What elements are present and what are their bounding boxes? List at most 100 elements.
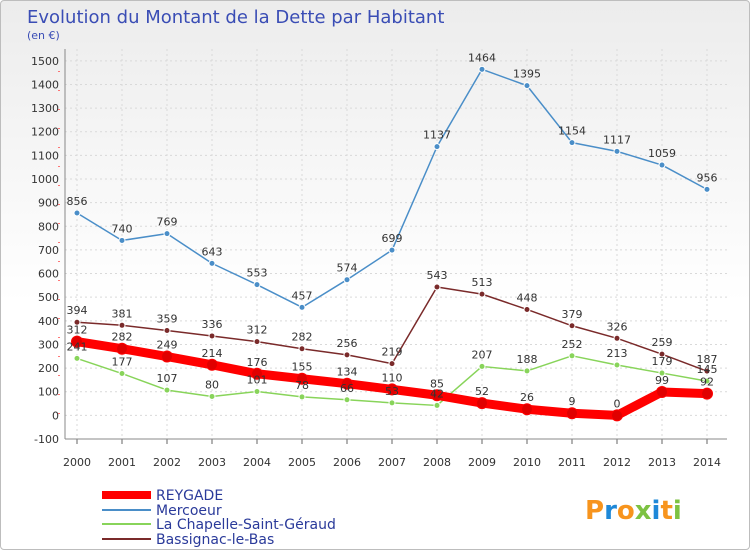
series-point-1 xyxy=(208,259,216,267)
data-label-0: 92 xyxy=(700,376,714,389)
series-point-2 xyxy=(253,387,261,395)
series-point-3 xyxy=(118,321,126,329)
y-tick-label: 900 xyxy=(38,197,59,210)
logo-letter: i xyxy=(652,496,661,526)
logo-letter: t xyxy=(660,496,672,526)
y-tick-label: 1400 xyxy=(31,78,59,91)
data-label-2: 53 xyxy=(385,385,399,398)
series-point-3 xyxy=(253,338,261,346)
data-label-2: 241 xyxy=(67,340,88,353)
x-tick-label: 2002 xyxy=(153,456,181,469)
data-label-3: 259 xyxy=(652,336,673,349)
series-point-1 xyxy=(478,65,486,73)
series-point-1 xyxy=(658,161,666,169)
x-tick-label: 2014 xyxy=(693,456,721,469)
y-tick-label: 400 xyxy=(38,315,59,328)
data-label-0: 99 xyxy=(655,374,669,387)
series-point-3 xyxy=(613,334,621,342)
series-point-3 xyxy=(73,318,81,326)
series-point-0 xyxy=(611,409,623,422)
axes: -100010020030040050060070080090010001100… xyxy=(31,49,727,469)
data-label-2: 188 xyxy=(517,353,538,366)
series-point-1 xyxy=(253,281,261,289)
series-point-1 xyxy=(298,303,306,311)
series-point-3 xyxy=(478,290,486,298)
x-tick-label: 2010 xyxy=(513,456,541,469)
data-label-1: 553 xyxy=(247,267,268,280)
data-label-1: 1395 xyxy=(513,68,541,81)
series-point-0 xyxy=(431,389,443,402)
x-tick-label: 2005 xyxy=(288,456,316,469)
logo-letter: P xyxy=(585,496,604,526)
logo-letter: x xyxy=(635,496,652,526)
series-point-1 xyxy=(73,209,81,217)
series-point-0 xyxy=(296,372,308,385)
series-point-0 xyxy=(341,377,353,390)
data-label-0: 52 xyxy=(475,385,489,398)
series-point-2 xyxy=(523,367,531,375)
data-label-1: 956 xyxy=(697,171,718,184)
y-tick-label: -100 xyxy=(34,433,59,446)
data-label-2: 80 xyxy=(205,378,219,391)
data-label-3: 312 xyxy=(247,324,268,337)
data-label-3: 448 xyxy=(517,291,538,304)
data-label-0: 214 xyxy=(202,347,223,360)
series-point-3 xyxy=(388,360,396,368)
y-tick-label: 0 xyxy=(52,409,59,422)
data-label-2: 66 xyxy=(340,382,354,395)
series-point-0 xyxy=(71,335,83,348)
series-point-0 xyxy=(701,387,713,400)
data-label-2: 78 xyxy=(295,379,309,392)
series-point-3 xyxy=(208,332,216,340)
series-point-3 xyxy=(703,367,711,375)
data-label-3: 282 xyxy=(292,331,313,344)
data-labels: 312 282 249 214 176 155 134 110 85 52 26 9 0 99 92 856 7… xyxy=(67,51,718,410)
x-tick-label: 2011 xyxy=(558,456,586,469)
series-point-0 xyxy=(386,383,398,396)
data-label-2: 107 xyxy=(157,372,178,385)
x-tick-label: 2008 xyxy=(423,456,451,469)
data-label-1: 769 xyxy=(157,216,178,229)
data-label-3: 326 xyxy=(607,320,628,333)
data-label-3: 219 xyxy=(382,346,403,359)
legend-label-1: Mercoeur xyxy=(156,503,222,519)
series-point-2 xyxy=(73,354,81,362)
legend-label-2: La Chapelle-Saint-Géraud xyxy=(156,517,336,533)
x-tick-label: 2004 xyxy=(243,456,271,469)
x-tick-label: 2009 xyxy=(468,456,496,469)
series-point-1 xyxy=(703,185,711,193)
series-point-0 xyxy=(116,342,128,355)
logo-letter: r xyxy=(604,496,617,526)
data-label-1: 699 xyxy=(382,232,403,245)
series-point-3 xyxy=(343,351,351,359)
data-label-1: 856 xyxy=(67,195,88,208)
y-tick-label: 500 xyxy=(38,291,59,304)
series-point-1 xyxy=(523,82,531,90)
data-label-1: 1154 xyxy=(558,125,586,138)
y-tick-label: 1300 xyxy=(31,102,59,115)
series-point-1 xyxy=(613,147,621,155)
data-label-0: 176 xyxy=(247,356,268,369)
proxiti-logo: Proxiti xyxy=(585,496,682,526)
series-lines xyxy=(71,65,713,422)
data-label-3: 256 xyxy=(337,337,358,350)
data-label-1: 574 xyxy=(337,262,358,275)
y-tick-label: 200 xyxy=(38,362,59,375)
series-point-3 xyxy=(298,345,306,353)
data-label-3: 379 xyxy=(562,308,583,321)
logo-text: Proxiti xyxy=(585,496,682,526)
data-label-1: 740 xyxy=(112,222,133,235)
x-tick-label: 2007 xyxy=(378,456,406,469)
x-tick-label: 2001 xyxy=(108,456,136,469)
series-point-1 xyxy=(118,236,126,244)
series-point-2 xyxy=(118,370,126,378)
y-tick-label: 700 xyxy=(38,244,59,257)
data-label-1: 1464 xyxy=(468,51,496,64)
data-label-0: 9 xyxy=(569,395,576,408)
y-tick-label: 1500 xyxy=(31,55,59,68)
y-tick-label: 100 xyxy=(38,386,59,399)
data-label-1: 643 xyxy=(202,245,223,258)
data-label-2: 42 xyxy=(430,387,444,400)
